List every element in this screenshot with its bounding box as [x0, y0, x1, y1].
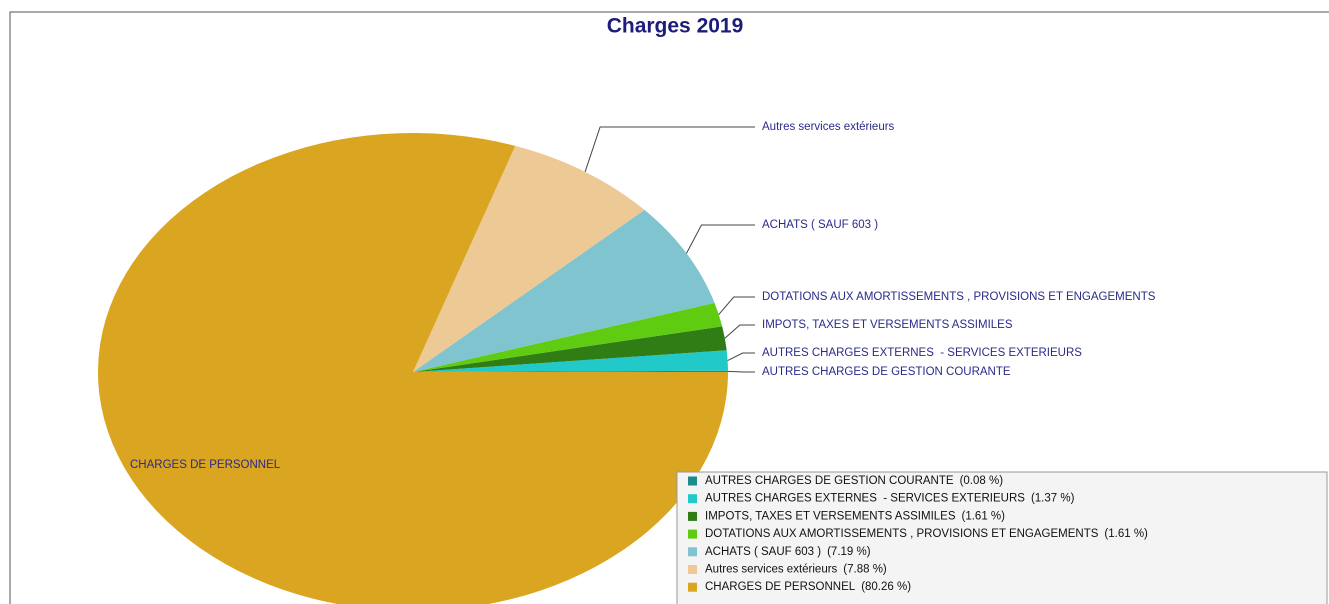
slice-label: Autres services extérieurs: [762, 121, 895, 133]
legend-value: (1.61 %): [962, 510, 1006, 522]
legend-name: AUTRES CHARGES EXTERNES - SERVICES EXTER…: [705, 493, 1025, 505]
legend-name: CHARGES DE PERSONNEL: [705, 581, 856, 593]
slice-label: DOTATIONS AUX AMORTISSEMENTS , PROVISION…: [762, 291, 1156, 303]
pie-slice: [413, 145, 645, 372]
legend-swatch: [688, 476, 697, 486]
legend-swatch: [688, 582, 697, 592]
pie-slice: [413, 209, 715, 372]
leader-line: [727, 352, 755, 361]
legend-entry: AUTRES CHARGES DE GESTION COURANTE (0.08 …: [705, 475, 1003, 487]
legend-entry: IMPOTS, TAXES ET VERSEMENTS ASSIMILES (1.…: [705, 510, 1005, 522]
pie-slice: [413, 350, 728, 372]
pie: AUTRES CHARGES DE GESTION COURANTEAUTRES…: [98, 121, 1156, 604]
legend-entry: ACHATS ( SAUF 603 ) (7.19 %): [705, 546, 871, 558]
leader-line: [584, 126, 755, 172]
legend-entry: CHARGES DE PERSONNEL (80.26 %): [705, 581, 911, 593]
legend-value: (7.19 %): [827, 546, 871, 558]
pie-slice: [413, 302, 723, 372]
pie-slice: [413, 370, 728, 372]
legend-swatch: [688, 529, 697, 539]
leader-line: [724, 324, 755, 339]
legend-name: IMPOTS, TAXES ET VERSEMENTS ASSIMILES: [705, 510, 956, 522]
legend-value: (1.61 %): [1104, 528, 1148, 540]
slice-label: CHARGES DE PERSONNEL: [130, 459, 281, 471]
legend: AUTRES CHARGES DE GESTION COURANTE (0.08 …: [676, 471, 1328, 604]
chart-title: Charges 2019: [607, 15, 744, 38]
leader-line: [718, 296, 755, 315]
legend-box: [676, 471, 1328, 604]
legend-swatch: [688, 565, 697, 574]
legend-swatch: [688, 494, 697, 504]
slice-label: IMPOTS, TAXES ET VERSEMENTS ASSIMILES: [762, 319, 1013, 331]
slice-label: AUTRES CHARGES DE GESTION COURANTE: [762, 366, 1011, 378]
legend-name: Autres services extérieurs: [705, 564, 838, 576]
slice-label: AUTRES CHARGES EXTERNES - SERVICES EXTER…: [762, 347, 1082, 359]
pie-slice: [413, 326, 727, 372]
legend-value: (0.08 %): [960, 475, 1004, 487]
legend-value: (80.26 %): [861, 581, 911, 593]
legend-value: (7.88 %): [843, 564, 887, 576]
legend-entry: DOTATIONS AUX AMORTISSEMENTS , PROVISION…: [705, 528, 1148, 540]
legend-name: AUTRES CHARGES DE GESTION COURANTE: [705, 475, 954, 487]
leader-line: [727, 370, 755, 373]
legend-entry: AUTRES CHARGES EXTERNES - SERVICES EXTER…: [705, 493, 1075, 505]
legend-entry: Autres services extérieurs (7.88 %): [705, 564, 887, 576]
leader-line: [686, 224, 755, 254]
legend-swatch: [688, 547, 697, 557]
pie-slice: [98, 133, 728, 604]
slice-label: ACHATS ( SAUF 603 ): [762, 219, 878, 231]
legend-value: (1.37 %): [1031, 493, 1075, 505]
legend-swatch: [688, 511, 697, 521]
legend-name: ACHATS ( SAUF 603 ): [705, 546, 821, 558]
frame: [9, 11, 1329, 604]
legend-name: DOTATIONS AUX AMORTISSEMENTS , PROVISION…: [705, 528, 1099, 540]
